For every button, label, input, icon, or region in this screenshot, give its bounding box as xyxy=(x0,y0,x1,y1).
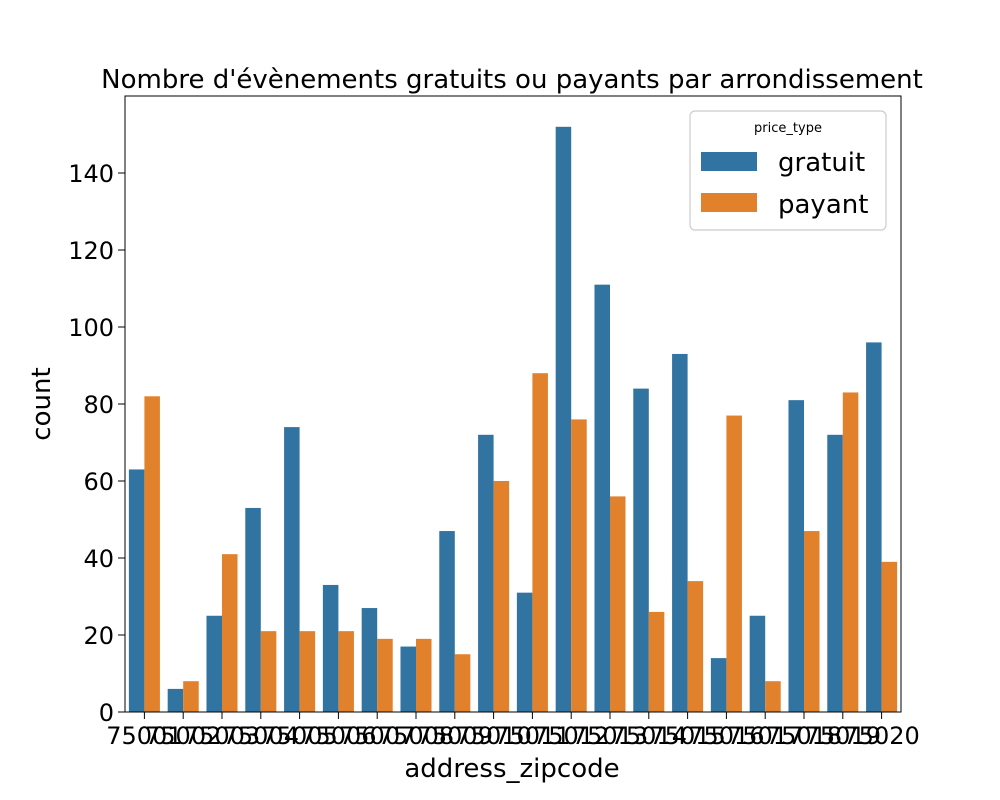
bar-payant-75010 xyxy=(493,481,510,712)
bar-payant-75013 xyxy=(610,496,626,712)
bar-payant-75002 xyxy=(183,681,199,712)
legend-label-payant: payant xyxy=(778,190,868,220)
y-axis-label: count xyxy=(27,367,57,440)
bar-gratuit-75007 xyxy=(361,608,378,712)
bar-gratuit-75003 xyxy=(206,615,222,712)
x-tick-label-75017: 75017 xyxy=(727,722,803,750)
y-tick-label-140: 140 xyxy=(68,160,114,188)
chart-title: Nombre d'évènements gratuits ou payants … xyxy=(101,65,923,95)
y-tick-label-0: 0 xyxy=(99,699,114,727)
bar-gratuit-75010 xyxy=(478,434,494,712)
bar-payant-75006 xyxy=(338,631,354,712)
bar-gratuit-75012 xyxy=(555,126,572,713)
bar-payant-75007 xyxy=(377,638,393,712)
bar-payant-75004 xyxy=(260,631,277,712)
bar-payant-75003 xyxy=(222,554,238,712)
x-tick-label-75016: 75016 xyxy=(688,722,764,750)
y-tick-label-40: 40 xyxy=(83,545,114,573)
bar-gratuit-75013 xyxy=(594,284,610,712)
bar-gratuit-75011 xyxy=(516,592,533,712)
x-tick-label-75007: 75007 xyxy=(339,722,415,750)
x-tick-label-75018: 75018 xyxy=(766,722,842,750)
x-tick-label-75001: 75001 xyxy=(106,722,182,750)
bar-gratuit-75009 xyxy=(439,531,455,712)
bar-payant-75020 xyxy=(881,561,898,712)
x-tick-label-75003: 75003 xyxy=(184,722,260,750)
x-axis-label: address_zipcode xyxy=(404,754,619,784)
bar-payant-75005 xyxy=(299,631,316,712)
bar-payant-75014 xyxy=(648,611,665,712)
bar-payant-75016 xyxy=(726,415,742,712)
bar-gratuit-75015 xyxy=(672,353,688,712)
x-tick-label-75002: 75002 xyxy=(145,722,221,750)
x-tick-label-75010: 75010 xyxy=(455,722,531,750)
x-tick-label-75014: 75014 xyxy=(611,722,687,750)
x-tick-label-75009: 75009 xyxy=(417,722,493,750)
bar-gratuit-75018 xyxy=(788,400,804,712)
bar-payant-75017 xyxy=(765,681,781,712)
x-tick-label-75006: 75006 xyxy=(300,722,376,750)
plot-area: 0204060801001201407500175002750037500475… xyxy=(68,95,920,750)
bar-gratuit-75014 xyxy=(633,388,649,712)
y-tick-label-60: 60 xyxy=(83,468,114,496)
bar-payant-75011 xyxy=(532,373,548,712)
bar-payant-75019 xyxy=(842,392,859,712)
x-tick-label-75013: 75013 xyxy=(572,722,648,750)
bar-gratuit-75005 xyxy=(284,427,300,712)
bar-gratuit-75020 xyxy=(866,342,882,712)
bar-payant-75015 xyxy=(687,581,704,712)
x-tick-label-75015: 75015 xyxy=(649,722,725,750)
bar-payant-75008 xyxy=(416,638,432,712)
x-tick-label-75011: 75011 xyxy=(494,722,570,750)
bar-payant-75009 xyxy=(454,654,471,712)
y-tick-label-20: 20 xyxy=(83,622,114,650)
x-tick-label-75004: 75004 xyxy=(223,722,299,750)
y-tick-label-100: 100 xyxy=(68,314,114,342)
bar-gratuit-75016 xyxy=(710,658,727,712)
bar-payant-75012 xyxy=(571,419,587,712)
legend: price_type gratuit payant xyxy=(689,110,887,231)
bar-gratuit-75019 xyxy=(827,434,843,712)
x-tick-label-75019: 75019 xyxy=(805,722,881,750)
y-tick-label-80: 80 xyxy=(83,391,114,419)
bar-gratuit-75006 xyxy=(322,584,339,712)
x-tick-label-75020: 75020 xyxy=(843,722,919,750)
legend-swatch-payant xyxy=(701,193,757,212)
bar-gratuit-75002 xyxy=(167,688,184,712)
bar-gratuit-75008 xyxy=(400,646,416,712)
bar-payant-75001 xyxy=(144,396,160,712)
legend-label-gratuit: gratuit xyxy=(778,148,865,178)
bar-payant-75018 xyxy=(804,531,820,712)
bar-gratuit-75004 xyxy=(245,507,261,712)
bar-gratuit-75001 xyxy=(128,469,145,712)
x-tick-label-75012: 75012 xyxy=(533,722,609,750)
legend-swatch-gratuit xyxy=(701,152,757,171)
y-tick-label-120: 120 xyxy=(68,237,114,265)
bar-gratuit-75017 xyxy=(749,615,766,712)
legend-title: price_type xyxy=(754,121,822,136)
x-tick-label-75008: 75008 xyxy=(378,722,454,750)
x-tick-label-75005: 75005 xyxy=(261,722,337,750)
